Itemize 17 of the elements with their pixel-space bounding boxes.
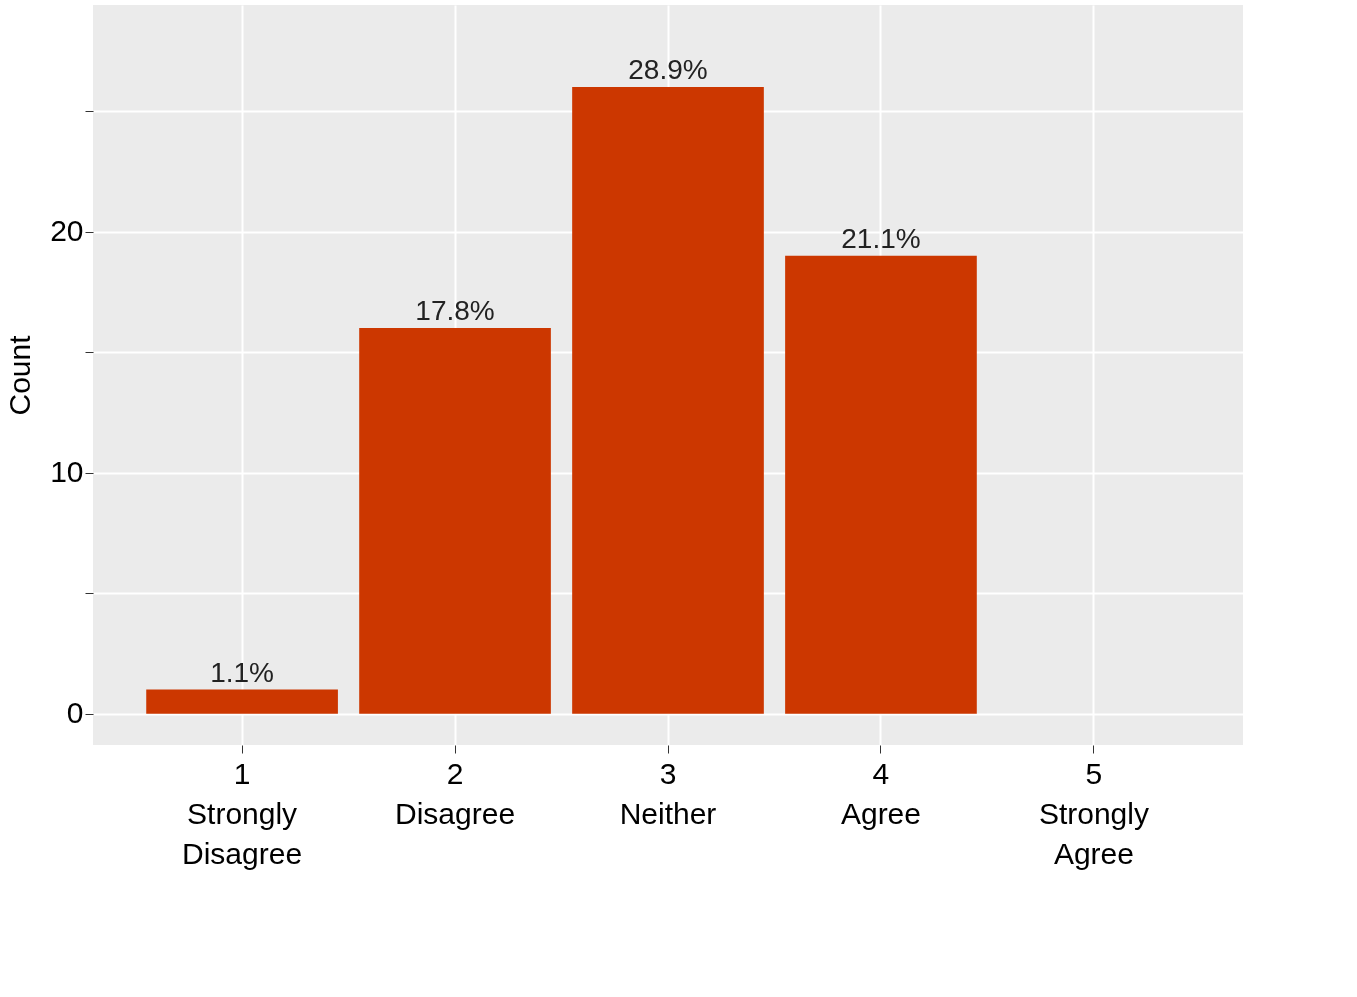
bar bbox=[572, 86, 764, 714]
annotation: 1.1% bbox=[210, 656, 274, 688]
x-tick-label: 4 Agree bbox=[840, 756, 921, 830]
bar bbox=[146, 689, 338, 714]
annotation: 21.1% bbox=[841, 222, 921, 254]
annotation: 28.9% bbox=[628, 53, 708, 85]
y-axis-title: Count bbox=[3, 334, 37, 416]
x-tick-label: 3 Neither bbox=[619, 756, 717, 830]
y-tick-label: 10 bbox=[50, 455, 84, 489]
x-tick-label: 1 Strongly Disagree bbox=[182, 756, 303, 870]
annotation: 17.8% bbox=[415, 295, 495, 326]
y-tick-label: 0 bbox=[66, 696, 84, 730]
x-tick-label: 5 Strongly Agree bbox=[1038, 756, 1149, 870]
bar bbox=[785, 255, 977, 714]
y-tick-label: 20 bbox=[50, 214, 84, 248]
x-tick-label: 2 Disagree bbox=[395, 756, 516, 830]
bar bbox=[359, 328, 551, 714]
